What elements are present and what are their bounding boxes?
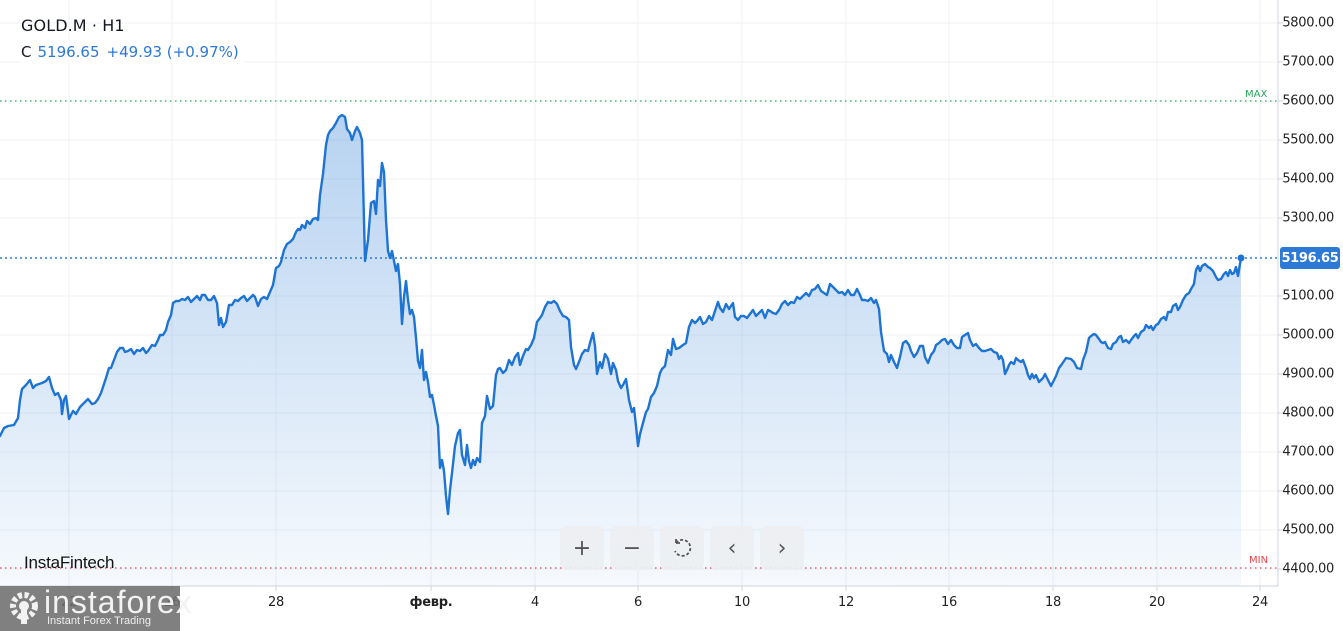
y-tick-marks [1278,22,1283,570]
min-label: MIN [1249,555,1269,566]
y-tick-label: 5700.00 [1282,54,1334,70]
close-label: C [21,43,32,61]
y-tick-label: 5600.00 [1282,93,1334,109]
zoom-in-button[interactable]: + [560,526,604,570]
instaforex-watermark: instaforex Instant Forex Trading [0,584,192,631]
x-tick-label: 28 [268,595,284,610]
last-price-tag: 5196.65 [1280,247,1340,269]
chart-nav-controls: + − ‹ › [560,526,804,570]
chevron-left-icon: ‹ [727,535,737,561]
x-tick-marks [68,586,1261,591]
close-value: 5196.65 [37,43,100,61]
x-tick-label: 20 [1149,595,1165,610]
price-change: +49.93 (+0.97%) [106,43,239,61]
y-tick-label: 5500.00 [1282,132,1334,148]
y-tick-label: 4400.00 [1282,561,1334,577]
y-tick-label: 4900.00 [1282,366,1334,382]
minus-icon: − [622,535,642,561]
x-tick-label: 18 [1045,595,1061,610]
ohlc-row: C 5196.65 +49.93 (+0.97%) [21,41,245,63]
price-line [0,113,1243,516]
zoom-out-button[interactable]: − [610,526,654,570]
x-tick-label: 16 [941,595,957,610]
brand-label: InstaFintech [24,553,115,572]
last-price-dot [1237,254,1245,262]
y-tick-label: 4600.00 [1282,483,1334,499]
y-tick-label: 4800.00 [1282,405,1334,421]
symbol-title: GOLD.M · H1 [21,16,125,35]
chart-legend: GOLD.M · H1 C 5196.65 +49.93 (+0.97%) [21,16,245,63]
x-tick-label: февр. [409,595,453,610]
y-tick-label: 5000.00 [1282,327,1334,343]
price-area [0,115,1241,586]
chevron-right-icon: › [777,535,787,561]
watermark-name: instaforex [44,584,193,620]
gear-logo-icon [10,592,38,624]
y-tick-label: 5100.00 [1282,288,1334,304]
watermark-tagline: Instant Forex Trading [47,615,151,627]
y-tick-label: 5800.00 [1282,15,1334,31]
y-tick-label: 5300.00 [1282,210,1334,226]
x-tick-label: 24 [1252,595,1268,610]
y-tick-label: 4500.00 [1282,522,1334,538]
reset-icon [674,538,692,557]
y-tick-label: 5400.00 [1282,171,1334,187]
y-tick-label: 4700.00 [1282,444,1334,460]
reset-button[interactable] [660,526,704,570]
x-tick-label: 10 [734,595,750,610]
plus-icon: + [572,535,592,561]
x-tick-label: 12 [838,595,854,610]
max-label: MAX [1245,89,1268,100]
scroll-right-button[interactable]: › [760,526,804,570]
scroll-left-button[interactable]: ‹ [710,526,754,570]
x-tick-label: 4 [531,595,539,610]
x-tick-label: 6 [634,595,642,610]
